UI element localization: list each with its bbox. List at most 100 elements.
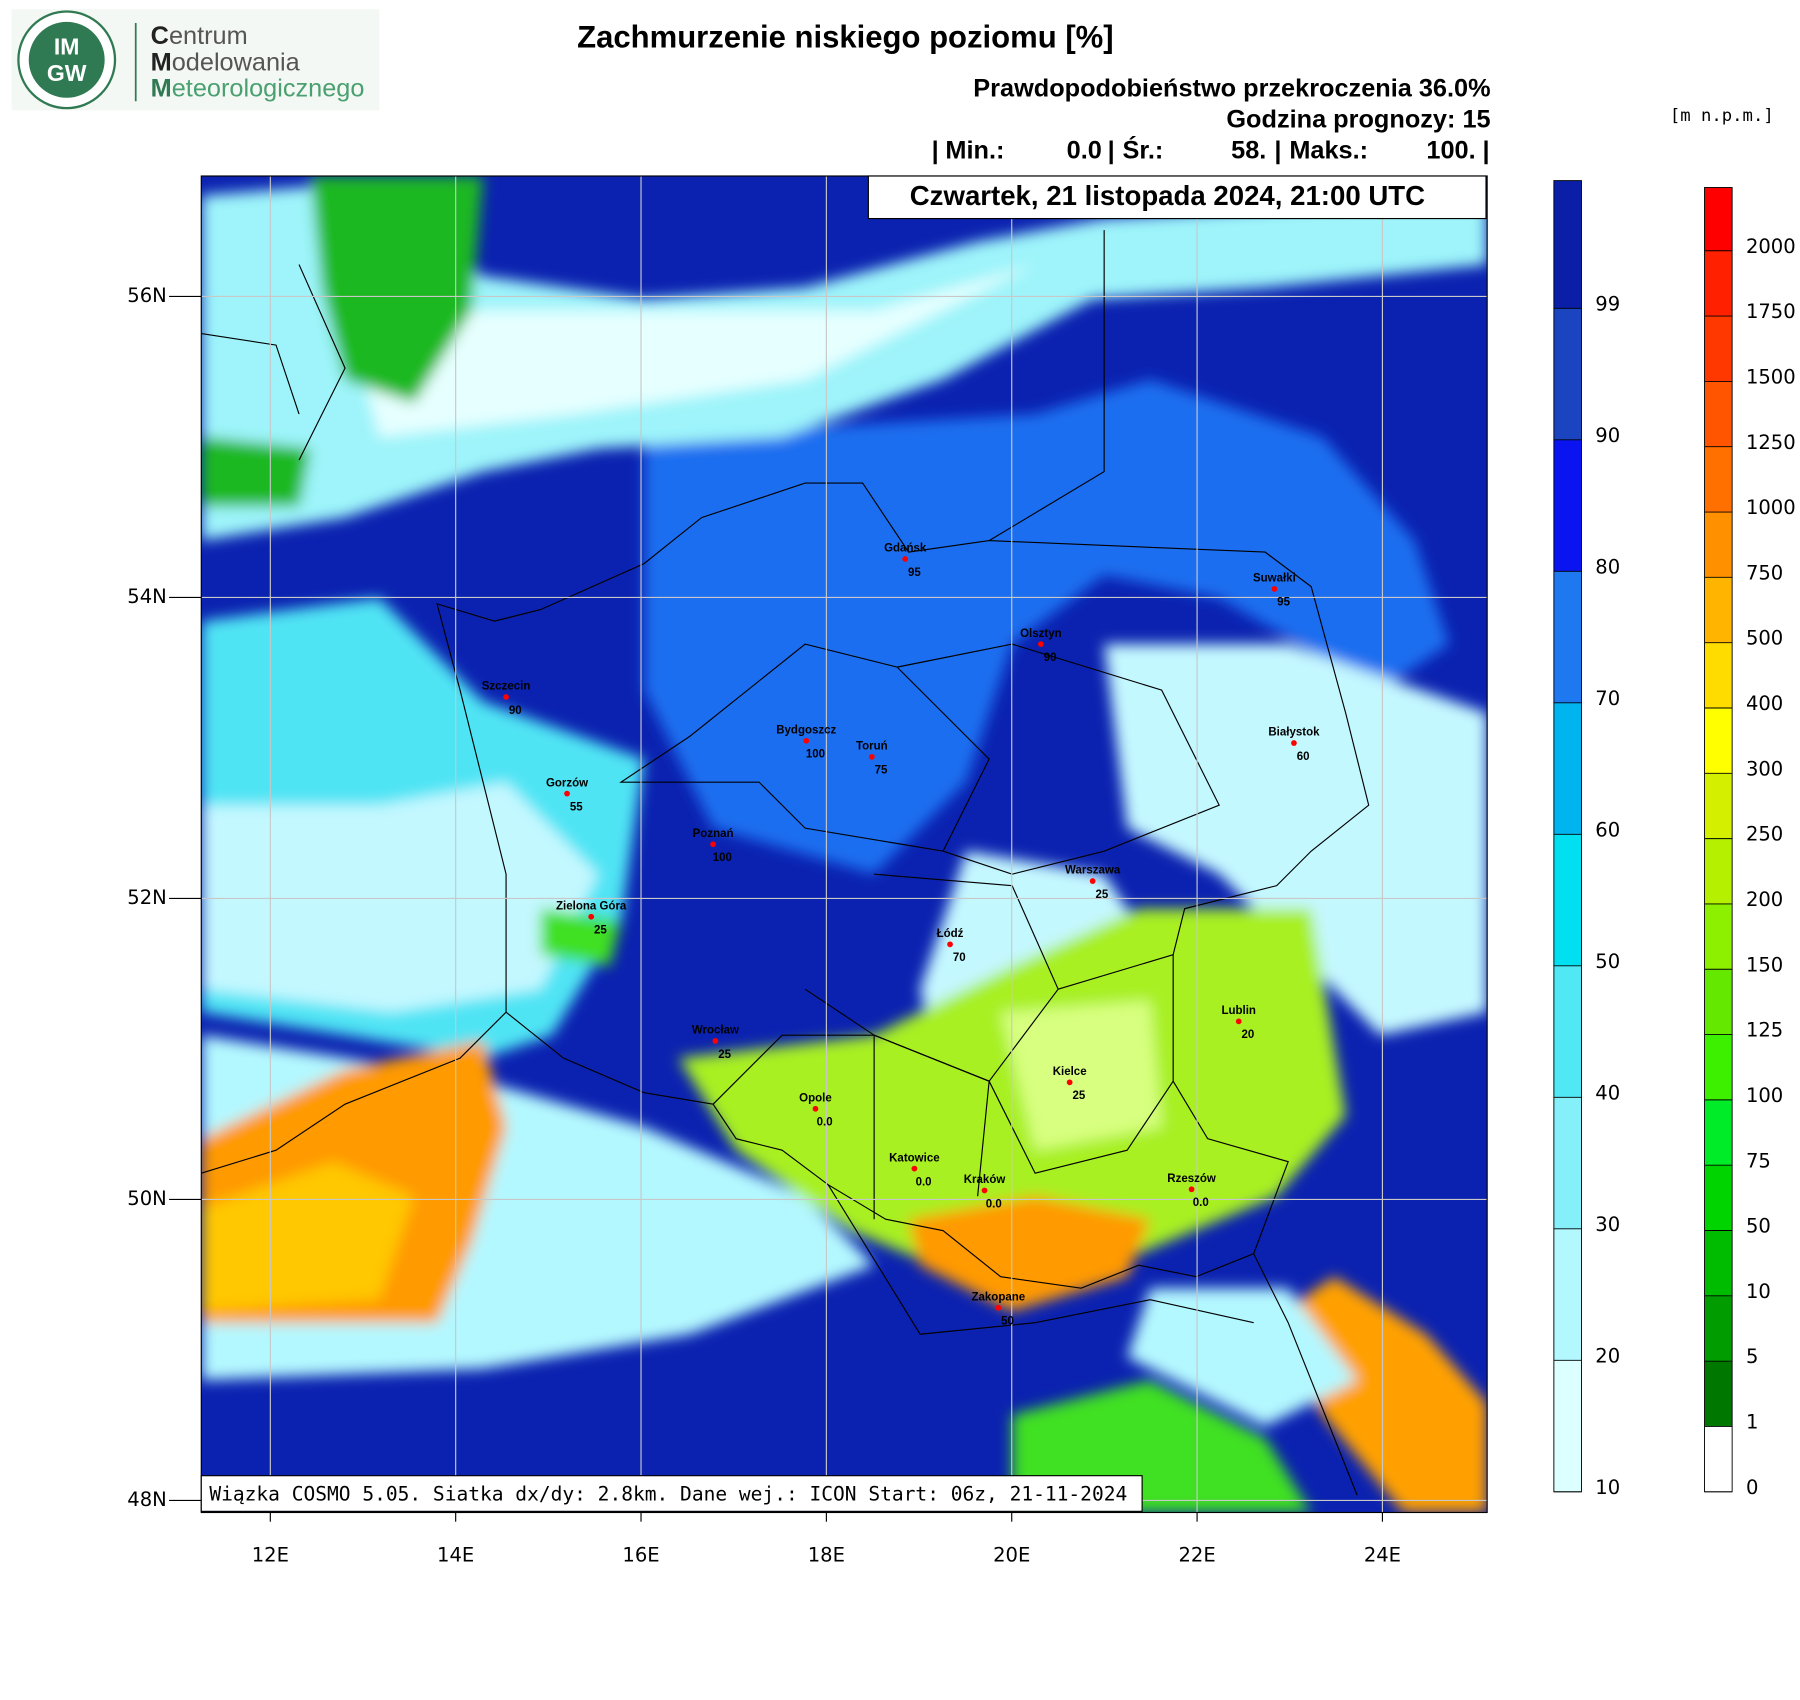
colorbar-segment — [1704, 1034, 1733, 1100]
city-value: 100 — [806, 749, 825, 761]
city-value: 50 — [1001, 1316, 1014, 1328]
lon-tick-label: 14E — [437, 1544, 474, 1567]
city-marker — [1066, 1079, 1073, 1086]
colorbar-label: 1500 — [1746, 365, 1796, 388]
city-marker — [981, 1187, 988, 1194]
city-value: 0.0 — [916, 1176, 932, 1188]
city-marker — [1271, 586, 1278, 592]
field-area — [644, 379, 1450, 875]
forecast-hour: Godzina prognozy: 15 — [1226, 105, 1490, 133]
date: Czwartek, 21 listopada 2024, 21:00 UTC — [910, 180, 1425, 211]
footer-box — [200, 1475, 1143, 1512]
stats-max-label: Maks.: — [1289, 137, 1368, 165]
border-region — [804, 873, 1059, 1082]
colorbar-segment — [1704, 1295, 1733, 1362]
city-marker — [503, 694, 509, 700]
logo-line: Centrum — [151, 22, 248, 50]
city-name: Opole — [799, 1092, 832, 1104]
colorbar-segment — [1553, 571, 1582, 703]
logo-rest: eteorologicznego — [172, 74, 365, 102]
map-field: Gdańsk 95 Suwałki 95 Olsztyn 90 Szczecin 90 Bydg… — [201, 176, 1488, 1513]
colorbar-segment — [1704, 773, 1733, 839]
colorbar-segment — [1704, 446, 1733, 513]
colorbar-segment — [1704, 1165, 1733, 1231]
colorbar-label: 750 — [1746, 561, 1783, 584]
logo-line: Meteorologicznego — [151, 74, 365, 102]
city-value: 95 — [1277, 597, 1290, 609]
city-name: Olsztyn — [1020, 628, 1062, 640]
logo-badge — [28, 21, 105, 98]
colorbar-label: 2000 — [1746, 235, 1796, 258]
border — [1253, 1253, 1358, 1496]
colorbar-segment — [1704, 969, 1733, 1035]
city-marker — [1235, 1018, 1242, 1025]
colorbar-segment — [1553, 702, 1582, 835]
city-name: Łódź — [937, 928, 964, 940]
city-value: 0.0 — [986, 1198, 1002, 1210]
border — [201, 1011, 507, 1174]
city-value: 60 — [1297, 751, 1310, 763]
stats-separator: | — [1483, 137, 1490, 165]
colorbar-segment — [1553, 965, 1582, 1098]
city-value: 90 — [509, 705, 522, 717]
subtitle: Prawdopodobieństwo przekroczenia 36.0% — [973, 74, 1490, 102]
colorbar-segment — [1704, 1099, 1733, 1166]
city-value: 25 — [1072, 1090, 1085, 1102]
colorbar-label: 400 — [1746, 692, 1783, 715]
logo-badge-bottom: GW — [47, 60, 87, 86]
colorbar-label: 125 — [1746, 1019, 1783, 1042]
colorbar-label: 250 — [1746, 823, 1783, 846]
field-area — [908, 1196, 1151, 1312]
colorbar-label: 0 — [1746, 1476, 1758, 1499]
city-name: Gdańsk — [884, 543, 927, 555]
colorbar-segment — [1704, 1361, 1733, 1427]
stats-separator: | — [1274, 137, 1281, 165]
colorbar-segment — [1704, 512, 1733, 578]
lon-tick-label: 20E — [993, 1544, 1030, 1567]
city-marker — [1089, 878, 1096, 884]
city-value: 55 — [570, 801, 583, 813]
city-marker — [1188, 1186, 1195, 1193]
city-name: Kielce — [1053, 1066, 1087, 1078]
colorbar-segment — [1704, 707, 1733, 774]
cities: Gdańsk 95 Suwałki 95 Olsztyn 90 Szczecin 90 Bydg… — [482, 543, 1320, 1328]
colorbar-segment — [1704, 838, 1733, 904]
colorbar-label: 30 — [1595, 1213, 1620, 1236]
city-value: 20 — [1242, 1029, 1255, 1041]
city-name: Toruń — [856, 741, 888, 753]
colorbar-segment — [1704, 187, 1733, 251]
city-name: Kraków — [964, 1174, 1006, 1186]
city-value: 100 — [713, 852, 732, 864]
city-name: Lublin — [1221, 1005, 1256, 1017]
logo-initial: C — [151, 22, 169, 50]
stats-mean: 58. — [1231, 137, 1266, 165]
colorbar-label: 50 — [1746, 1215, 1771, 1238]
colorbar-label: 1750 — [1746, 300, 1796, 323]
stats: | Min.: 0.0 | Śr.: 58. | Maks.: 100. | — [932, 135, 1490, 165]
title: Zachmurzenie niskiego poziomu [%] — [577, 19, 1113, 54]
logo: IM GW — [11, 9, 380, 111]
city-marker — [710, 841, 716, 848]
colorbar-label: 70 — [1595, 687, 1620, 710]
colorbar-segment — [1553, 439, 1582, 572]
city-name: Szczecin — [482, 681, 531, 693]
colorbar-segment — [1704, 642, 1733, 708]
city-value: 70 — [953, 952, 966, 964]
lat-tick-label: 54N — [127, 585, 166, 608]
colorbar-label: 500 — [1746, 627, 1783, 650]
field-area — [345, 264, 1036, 438]
city-name: Zielona Góra — [556, 900, 627, 912]
lat-tick-label: 52N — [127, 886, 166, 909]
field-area — [540, 908, 622, 967]
city-value: 90 — [1044, 652, 1057, 664]
colorbar-segment — [1704, 1426, 1733, 1492]
city-value: 0.0 — [1193, 1197, 1209, 1209]
colorbar-label: 10 — [1746, 1280, 1771, 1303]
colorbar-label: 60 — [1595, 818, 1620, 841]
colorbar-segment — [1704, 577, 1733, 643]
field-area — [310, 176, 484, 403]
date-box — [867, 175, 1487, 220]
stats-separator: | — [932, 137, 939, 165]
city-value: 25 — [718, 1049, 731, 1061]
